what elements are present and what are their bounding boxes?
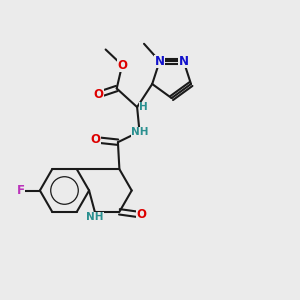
Text: O: O [90, 133, 100, 146]
Text: N: N [154, 55, 165, 68]
Text: O: O [94, 88, 104, 101]
Text: N: N [178, 55, 189, 68]
Text: NH: NH [131, 127, 148, 137]
Text: NH: NH [86, 212, 104, 222]
Text: O: O [117, 58, 127, 72]
Text: F: F [16, 184, 24, 197]
Text: H: H [139, 102, 148, 112]
Text: O: O [136, 208, 146, 221]
